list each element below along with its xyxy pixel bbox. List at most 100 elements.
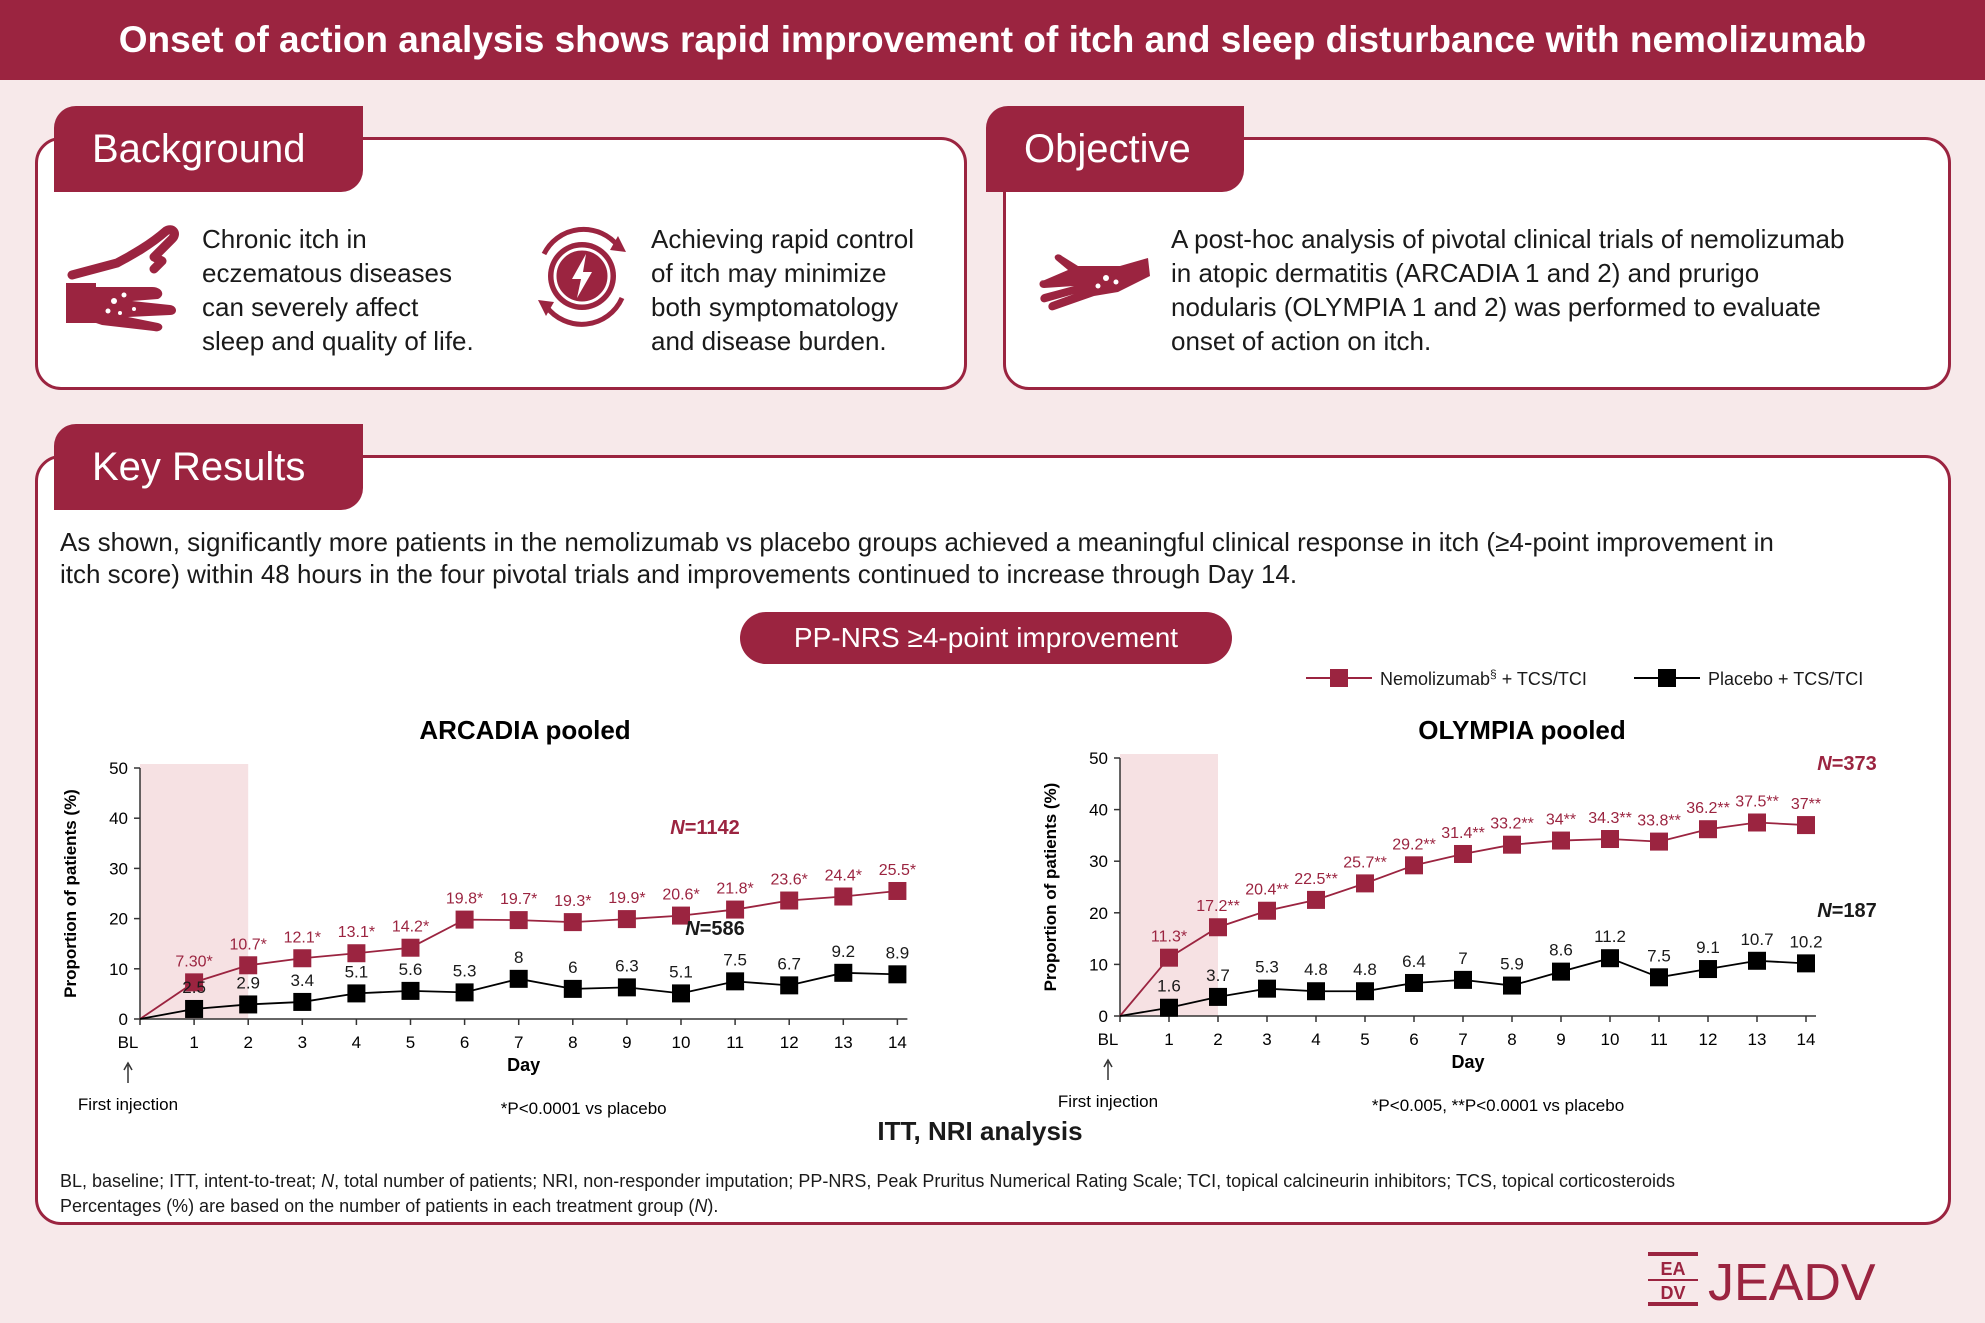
itt-label: ITT, NRI analysis (877, 1116, 1083, 1146)
background-heading: Background (54, 106, 363, 192)
data-label: 3.4 (290, 971, 314, 990)
jeadv-logo: EA DV JEADV (1648, 1252, 1876, 1308)
data-label: 37** (1791, 796, 1821, 813)
data-label: 19.9* (608, 890, 645, 907)
objective-text: A post-hoc analysis of pivotal clinical … (1171, 222, 1931, 358)
data-point (401, 981, 420, 1000)
fast-clock-icon (538, 226, 626, 327)
data-point (1405, 973, 1423, 992)
data-point (888, 965, 907, 984)
data-label: 34.3** (1588, 810, 1632, 827)
data-point (1699, 960, 1717, 979)
data-point (1699, 820, 1717, 839)
n-placebo: N=187 (1817, 900, 1877, 922)
x-tick-label: 1 (1164, 1030, 1173, 1049)
data-label: 19.7* (500, 891, 537, 908)
data-label: 21.8* (716, 881, 753, 898)
data-label: 10.2 (1789, 932, 1822, 951)
x-axis-label: Day (507, 1055, 540, 1075)
data-point (780, 891, 799, 910)
data-point (888, 881, 907, 900)
x-tick-label: 9 (1556, 1030, 1565, 1049)
data-point (455, 910, 474, 929)
data-point (726, 972, 745, 991)
y-tick-label: 0 (119, 1010, 128, 1029)
data-point (1601, 830, 1619, 849)
data-point (1797, 816, 1815, 835)
data-point (185, 999, 204, 1018)
data-point (239, 995, 258, 1014)
chart-legend: Nemolizumab§ + TCS/TCI Placebo + TCS/TCI (1306, 667, 1863, 689)
data-label: 33.8** (1637, 813, 1681, 830)
data-label: 13.1* (338, 924, 375, 941)
data-point (1797, 954, 1815, 973)
x-tick-label: 12 (1699, 1030, 1718, 1049)
x-tick-label: 13 (1748, 1030, 1767, 1049)
data-point (293, 992, 312, 1011)
background-text-2-line: Achieving rapid control (651, 224, 915, 254)
data-label: 36.2** (1686, 800, 1730, 817)
data-label: 9.1 (1696, 938, 1720, 957)
data-point (509, 969, 528, 988)
data-label: 8.9 (886, 943, 910, 962)
data-label: 7.5 (1647, 946, 1671, 965)
data-label: 7 (1458, 949, 1467, 968)
x-tick-label: 14 (1797, 1030, 1816, 1049)
data-point (1209, 918, 1227, 937)
data-point (563, 979, 582, 998)
page-title: Onset of action analysis shows rapid imp… (0, 0, 1985, 80)
x-tick-label: BL (118, 1033, 139, 1052)
data-label: 10.7 (1740, 930, 1773, 949)
x-tick-label: 6 (1409, 1030, 1418, 1049)
background-text-1-line: eczematous diseases (202, 258, 453, 288)
data-point (834, 887, 853, 906)
data-label: 19.3* (554, 893, 591, 910)
data-label: 4.8 (1304, 960, 1328, 979)
data-point (509, 911, 528, 930)
logo-text: JEADV (1708, 1254, 1876, 1308)
data-label: 23.6* (771, 872, 808, 889)
background-text-1-line: sleep and quality of life. (202, 326, 474, 356)
data-label: 5.6 (399, 960, 423, 979)
data-point (1601, 949, 1619, 968)
objective-text-line: in atopic dermatitis (ARCADIA 1 and 2) a… (1171, 258, 1760, 288)
x-tick-label: 3 (1262, 1030, 1271, 1049)
x-tick-label: 9 (622, 1033, 631, 1052)
data-label: 2.9 (236, 973, 260, 992)
data-label: 6.4 (1402, 952, 1426, 971)
background-text-1-line: Chronic itch in (202, 224, 367, 254)
data-point (617, 910, 636, 929)
y-tick-label: 30 (109, 859, 128, 878)
y-tick-label: 20 (109, 910, 128, 929)
data-point (1748, 813, 1766, 832)
data-label: 12.1* (284, 929, 321, 946)
data-label: 5.9 (1500, 955, 1524, 974)
first-injection-label: First injection (1058, 1092, 1158, 1111)
data-label: 1.6 (1157, 977, 1181, 996)
data-point (1650, 968, 1668, 987)
y-axis-label: Proportion of patients (%) (1041, 783, 1060, 992)
y-tick-label: 20 (1089, 904, 1108, 923)
background-text-1: Chronic itch in eczematous diseases can … (202, 222, 522, 358)
legend-nemo-marker (1330, 669, 1348, 687)
data-label: 14.2* (392, 919, 429, 936)
key-results-heading: Key Results (54, 424, 363, 510)
x-axis-label: Day (1451, 1052, 1484, 1072)
y-tick-label: 40 (1089, 801, 1108, 820)
data-point (347, 984, 366, 1003)
data-label: 3.7 (1206, 966, 1230, 985)
legend-nemo-label: Nemolizumab§ + TCS/TCI (1380, 667, 1587, 689)
endpoint-pill: PP-NRS ≥4-point improvement (740, 612, 1232, 664)
first-injection-label: First injection (78, 1095, 178, 1114)
data-point (1552, 962, 1570, 981)
data-label: 4.8 (1353, 960, 1377, 979)
data-label: 5.3 (1255, 958, 1279, 977)
hand-rash-icon (1039, 254, 1150, 311)
x-tick-label: 12 (780, 1033, 799, 1052)
background-text-1-line: can severely affect (202, 292, 419, 322)
data-label: 2.5 (182, 978, 206, 997)
background-text-2-line: of itch may minimize (651, 258, 887, 288)
data-label: 10.7* (230, 936, 267, 953)
data-label: 24.4* (825, 868, 862, 885)
data-label: 5.3 (453, 961, 477, 980)
